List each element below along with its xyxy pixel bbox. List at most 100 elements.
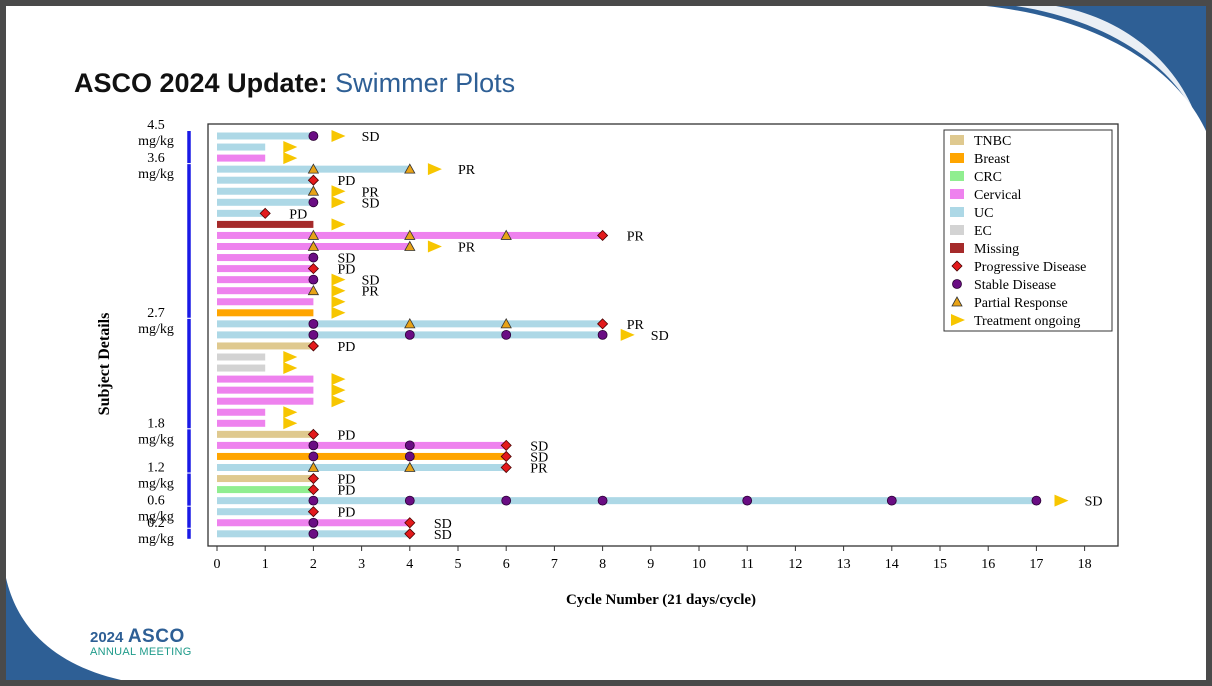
partial-response-marker — [404, 461, 416, 472]
progressive-disease-marker — [597, 318, 609, 330]
response-label: PD — [338, 506, 356, 521]
dose-label-unit: mg/kg — [138, 134, 174, 149]
subject-bar — [217, 198, 314, 206]
legend-label: EC — [974, 224, 992, 239]
stable-disease-marker — [404, 495, 415, 506]
treatment-ongoing-arrow — [331, 185, 346, 198]
subject-row: PD — [217, 506, 355, 521]
subject-bar — [217, 276, 314, 284]
stable-disease-marker — [308, 197, 319, 208]
progressive-disease-marker — [307, 428, 319, 440]
subject-bar — [217, 419, 266, 427]
stable-disease-marker — [742, 495, 753, 506]
subject-bar — [217, 187, 314, 195]
legend-item: Treatment ongoing — [951, 314, 1080, 329]
dose-label-unit: mg/kg — [138, 322, 174, 337]
legend-item: Cervical — [950, 188, 1022, 203]
subject-row: SD — [217, 528, 452, 543]
subject-row — [217, 362, 298, 375]
progressive-disease-marker — [500, 461, 512, 474]
subject-bar — [217, 342, 314, 350]
treatment-ongoing-arrow — [331, 218, 346, 231]
subject-bar — [217, 375, 314, 383]
partial-response-marker — [307, 229, 320, 240]
legend-symbol — [951, 260, 963, 272]
slide-title: ASCO 2024 Update: Swimmer Plots — [74, 68, 515, 99]
legend-symbol — [951, 314, 965, 326]
dose-label-value: 2.7 — [147, 306, 165, 321]
x-tick-label: 11 — [740, 557, 753, 572]
subject-bar — [217, 386, 314, 394]
subject-row: PR — [217, 240, 476, 256]
response-label: SD — [434, 528, 452, 543]
subject-bar — [217, 508, 314, 516]
subject-row: PR — [217, 462, 548, 477]
dose-label-value: 3.6 — [147, 151, 165, 166]
subject-row: PR — [217, 229, 644, 244]
legend-label: Partial Response — [974, 296, 1068, 311]
subject-row: PR — [217, 163, 476, 178]
subject-row: PD — [217, 263, 355, 278]
response-label: PD — [289, 207, 307, 222]
dose-label-unit: mg/kg — [138, 167, 174, 182]
response-label: SD — [1085, 495, 1103, 510]
legend-swatch — [950, 189, 964, 199]
asco-logo: 2024 ASCO ANNUAL MEETING — [90, 626, 192, 658]
legend-label: Cervical — [974, 188, 1022, 203]
subject-bar — [217, 364, 266, 372]
response-label: PD — [338, 428, 356, 443]
response-label: PD — [338, 263, 356, 278]
treatment-ongoing-arrow — [1054, 494, 1069, 507]
partial-response-marker — [404, 163, 416, 174]
dose-label-unit: mg/kg — [138, 532, 174, 547]
partial-response-marker — [307, 163, 320, 174]
stable-disease-marker — [597, 329, 608, 340]
subject-bar — [217, 209, 266, 217]
legend-label: Breast — [974, 152, 1010, 167]
treatment-ongoing-arrow — [427, 240, 442, 253]
dose-groups: 4.5mg/kg3.6mg/kg2.7mg/kg1.8mg/kg1.2mg/kg… — [138, 118, 191, 547]
legend-label: Progressive Disease — [974, 260, 1086, 275]
response-label: PR — [362, 185, 380, 200]
subject-bar — [217, 254, 314, 262]
subject-row — [217, 152, 298, 165]
partial-response-marker — [404, 229, 416, 240]
treatment-ongoing-arrow — [331, 373, 346, 386]
subject-row — [217, 306, 346, 319]
dose-label-unit: mg/kg — [138, 432, 174, 447]
subject-row: SD — [217, 494, 1103, 510]
legend-swatch — [950, 153, 964, 163]
treatment-ongoing-arrow — [283, 417, 298, 430]
x-tick-label: 15 — [933, 557, 947, 572]
subject-bar — [217, 143, 266, 151]
stable-disease-marker — [404, 440, 415, 451]
response-label: PR — [458, 241, 476, 256]
treatment-ongoing-arrow — [283, 141, 298, 154]
title-rest: Swimmer Plots — [335, 68, 516, 98]
subject-row: SD — [217, 439, 548, 454]
legend-swatch — [950, 171, 964, 181]
treatment-ongoing-arrow — [427, 163, 442, 176]
legend-label: Missing — [974, 242, 1019, 257]
subject-bar — [217, 154, 266, 162]
legend-symbol — [951, 296, 963, 307]
legend-item: Partial Response — [951, 296, 1068, 311]
swimmer-plot: 4.5mg/kg3.6mg/kg2.7mg/kg1.8mg/kg1.2mg/kg… — [96, 118, 1119, 608]
response-label: SD — [530, 439, 548, 454]
subject-bar — [217, 287, 314, 295]
x-tick-label: 3 — [358, 557, 365, 572]
subject-row — [217, 417, 298, 430]
partial-response-marker — [500, 229, 512, 240]
stable-disease-marker — [404, 451, 415, 462]
subject-bar — [217, 353, 266, 361]
subject-row: PD — [217, 207, 307, 222]
treatment-ongoing-arrow — [331, 273, 346, 286]
treatment-ongoing-arrow — [283, 351, 298, 363]
progressive-disease-marker — [259, 207, 271, 219]
legend-label: CRC — [974, 170, 1002, 185]
response-label: PD — [338, 484, 356, 499]
progressive-disease-marker — [404, 517, 416, 529]
subject-row — [217, 141, 298, 154]
legend-swatch — [950, 207, 964, 217]
x-tick-label: 17 — [1029, 557, 1043, 572]
